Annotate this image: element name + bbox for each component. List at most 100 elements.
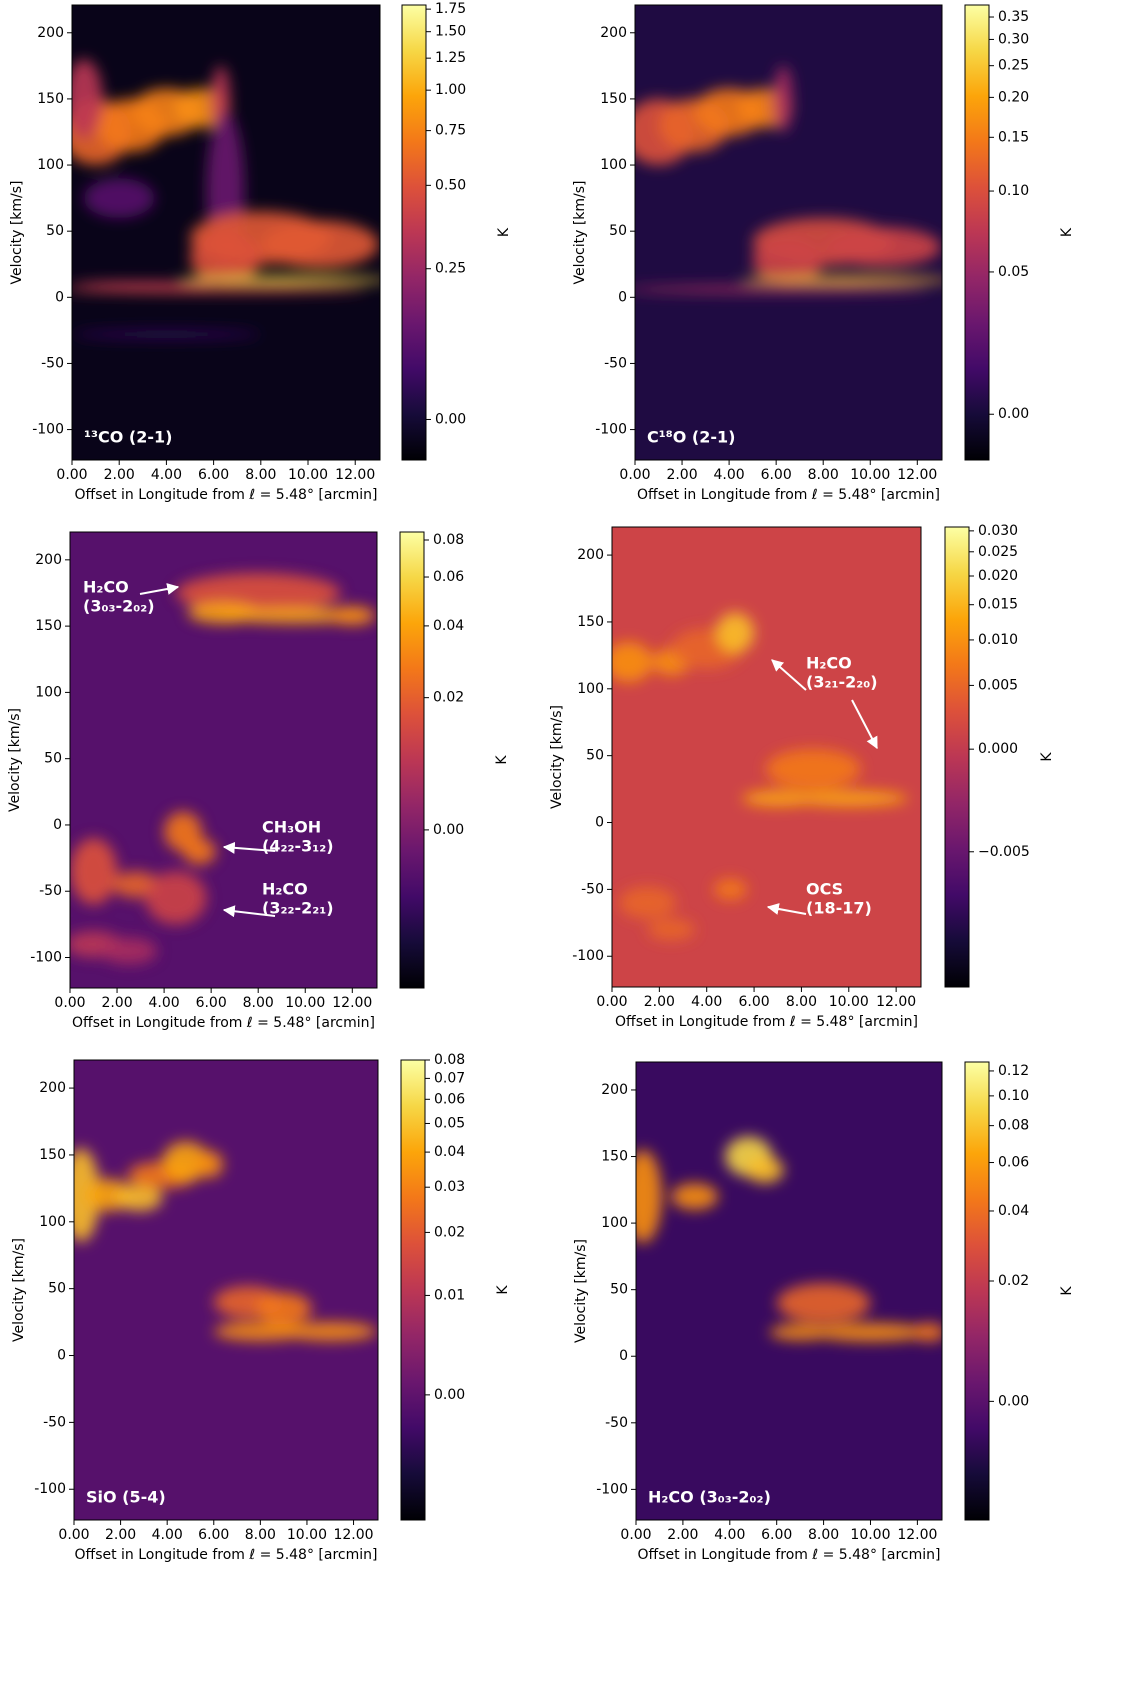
emission-blob [195, 1150, 224, 1178]
y-tick-label: -50 [43, 1414, 66, 1430]
annotation: (3₀₃-2₀₂) [83, 597, 155, 616]
colorbar-tick-label: 0.025 [978, 544, 1018, 560]
colorbar-tick-label: 0.25 [998, 58, 1029, 74]
emission-blob [283, 1322, 377, 1341]
y-axis-label: Velocity [km/s] [7, 708, 23, 812]
x-axis-label: Offset in Longitude from ℓ = 5.48° [arcm… [72, 1015, 375, 1031]
emission-blob [769, 1324, 831, 1341]
emission-blob [752, 236, 824, 285]
y-tick-label: 150 [601, 1149, 628, 1165]
emission-blob [72, 281, 214, 287]
colorbar-tick-label: 0.10 [998, 1088, 1029, 1104]
y-tick-label: -50 [39, 883, 62, 899]
y-tick-label: -100 [595, 422, 627, 438]
plot-frame [71, 4, 381, 461]
plot-frame [69, 531, 378, 989]
y-tick-label: 200 [39, 1080, 66, 1096]
emission [612, 612, 908, 941]
annotation: (3₂₂-2₂₁) [262, 899, 334, 918]
colorbar-tick-label: 1.25 [435, 50, 466, 66]
x-tick-label: 6.00 [761, 467, 792, 483]
x-tick-label: 0.00 [56, 467, 87, 483]
heatmap [612, 527, 921, 987]
emission-blob [740, 276, 942, 285]
x-axis-label: Offset in Longitude from ℓ = 5.48° [arcm… [75, 487, 378, 503]
emission-blob [213, 1322, 307, 1341]
x-tick-label: 4.00 [149, 995, 180, 1011]
emission-blob [776, 1283, 871, 1323]
panel-label: H₂CO (3₀₃-2₀₂) [648, 1488, 771, 1507]
colorbar-tick-label: 0.00 [434, 1387, 465, 1403]
y-tick-label: 0 [57, 1348, 66, 1364]
plot-frame [634, 4, 943, 461]
emission-blob [145, 871, 207, 925]
x-tick-label: 6.00 [738, 994, 769, 1010]
emission-blob [635, 285, 930, 294]
annotation: (4₂₂-3₁₂) [262, 837, 334, 856]
x-tick-label: 4.00 [714, 467, 745, 483]
y-axis-label: Velocity [km/s] [572, 180, 588, 284]
colorbar-tick-label: 1.50 [435, 24, 466, 40]
emission [74, 1141, 377, 1341]
y-tick-label: 100 [577, 681, 604, 697]
y-tick-label: 200 [37, 25, 64, 41]
y-tick-label: 0 [53, 817, 62, 833]
x-tick-label: 8.00 [243, 995, 274, 1011]
heatmap [74, 1060, 378, 1520]
emission-blob [72, 329, 261, 340]
x-tick-label: 4.00 [151, 467, 182, 483]
colorbar-tick-label: 0.50 [435, 177, 466, 193]
colorbar-tick-label: 0.08 [433, 532, 464, 548]
y-axis-label: Velocity [km/s] [573, 1239, 589, 1343]
x-tick-label: 6.00 [761, 1527, 792, 1543]
heatmap [635, 5, 942, 460]
colorbar-tick-label: 0.05 [998, 264, 1029, 280]
emission-blob [328, 606, 376, 625]
emission-blob [789, 790, 908, 807]
annotation: OCS [806, 880, 843, 899]
x-tick-label: 6.00 [196, 995, 227, 1011]
emission-blob [716, 612, 755, 653]
colorbar-tick-label: 0.000 [978, 741, 1018, 757]
x-tick-label: 12.00 [335, 467, 375, 483]
emission-blob [255, 1292, 312, 1325]
x-tick-label: 0.00 [58, 1527, 89, 1543]
colorbar-label: K [1059, 1286, 1075, 1296]
y-tick-label: 150 [35, 618, 62, 634]
emission-blob [70, 838, 118, 905]
y-tick-label: 200 [600, 25, 627, 41]
emission-blob [912, 1322, 942, 1342]
annotation-arrow [851, 699, 878, 750]
plot-frame [611, 526, 922, 988]
y-tick-label: -100 [572, 948, 604, 964]
colorbar-tick-label: 0.06 [434, 1091, 465, 1107]
colorbar-tick-label: 0.05 [434, 1115, 465, 1131]
emission-blob [72, 285, 367, 294]
emission-blob [178, 276, 380, 285]
x-tick-label: 0.00 [620, 1527, 651, 1543]
colorbar-tick-label: 0.00 [435, 411, 466, 427]
plot-frame [73, 1059, 379, 1521]
colorbar-label: K [496, 227, 512, 237]
colorbar-tick-label: 0.02 [433, 690, 464, 706]
x-tick-label: 8.00 [245, 467, 276, 483]
colorbar-tick-label: 0.06 [998, 1155, 1029, 1171]
y-axis-label: Velocity [km/s] [549, 705, 565, 809]
emission-blob [636, 1149, 662, 1244]
colorbar-tick-label: 0.25 [435, 261, 466, 277]
y-tick-label: 50 [44, 751, 62, 767]
colorbar-tick-label: 1.00 [435, 82, 466, 98]
x-tick-label: 6.00 [198, 1527, 229, 1543]
annotation: H₂CO [83, 578, 129, 597]
y-tick-label: -100 [32, 422, 64, 438]
annotation: (3₂₁-2₂₀) [806, 673, 878, 692]
x-tick-label: 2.00 [101, 995, 132, 1011]
colorbar-label: K [1059, 227, 1075, 237]
x-tick-label: 2.00 [666, 467, 697, 483]
colorbar-tick-label: 0.15 [998, 129, 1029, 145]
colorbar-tick-label: 0.20 [998, 89, 1029, 105]
emission-blob [647, 918, 695, 941]
colorbar-tick-label: 0.015 [978, 597, 1018, 613]
x-tick-label: 10.00 [285, 995, 325, 1011]
